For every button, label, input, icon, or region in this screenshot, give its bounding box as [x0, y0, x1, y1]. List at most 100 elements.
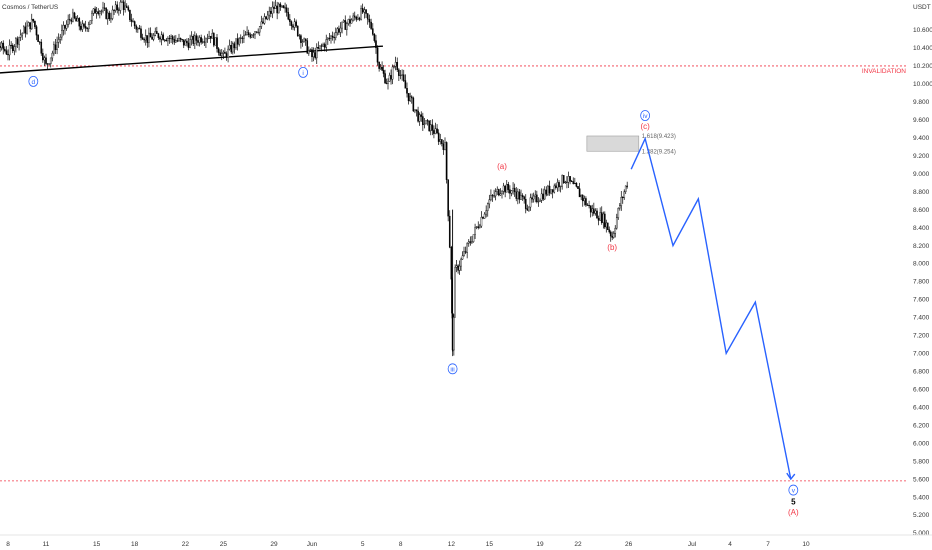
candle-body — [566, 181, 568, 183]
candle-body — [433, 130, 435, 134]
candle-body — [490, 195, 492, 200]
candle-body — [338, 28, 340, 33]
candle-body — [119, 1, 122, 11]
candle-body — [373, 34, 376, 41]
candle-body — [466, 243, 468, 253]
candle-body — [521, 195, 524, 198]
y-tick-label: 10.400 — [913, 45, 932, 52]
candle-body — [375, 40, 377, 49]
candle-body — [444, 142, 446, 150]
candle-body — [213, 33, 215, 46]
candle-body — [118, 9, 120, 11]
y-tick-label: 8.800 — [913, 189, 930, 196]
candle-body — [224, 51, 226, 54]
candle-body — [181, 39, 183, 41]
candle-body — [129, 9, 131, 21]
candle-body — [591, 208, 594, 213]
candle-body — [99, 11, 101, 14]
candle-body — [274, 5, 277, 9]
candle-body — [518, 191, 521, 200]
candle-body — [485, 210, 487, 215]
candle-body — [18, 37, 20, 45]
candle-body — [475, 226, 478, 228]
candle-body — [276, 5, 278, 14]
candle-body — [358, 17, 361, 20]
candle-body — [526, 208, 529, 211]
candle-body — [67, 19, 69, 25]
candle-body — [372, 28, 374, 35]
candle-body — [160, 34, 163, 40]
fib-box: 1.618(9.423) 1.382(9.254) — [586, 134, 676, 155]
candle-body — [504, 185, 506, 193]
candle-body — [7, 53, 9, 56]
candle-body — [45, 57, 47, 64]
candle-body — [437, 132, 440, 142]
candle-body — [524, 198, 527, 209]
candle-body — [441, 139, 443, 144]
candle-body — [357, 17, 359, 20]
candle-body — [390, 75, 392, 80]
forecast-arrowhead — [786, 472, 796, 481]
candle-body — [303, 38, 305, 42]
candle-body — [575, 183, 578, 187]
candle-body — [614, 227, 617, 234]
candle-body — [113, 9, 115, 11]
candle-body — [507, 184, 510, 190]
candle-body — [40, 41, 43, 54]
candle-body — [612, 233, 615, 238]
y-tick-label: 6.200 — [913, 422, 930, 429]
candle-body — [32, 18, 35, 22]
candle-body — [515, 191, 518, 199]
candle-body — [350, 19, 353, 24]
x-tick-label: 8 — [399, 541, 403, 548]
candle-body — [87, 24, 90, 30]
y-tick-label: 7.000 — [913, 351, 930, 358]
candle-body — [589, 205, 592, 213]
candle-body — [537, 201, 540, 203]
y-tick-label: 7.600 — [913, 297, 930, 304]
forecast-line — [630, 136, 792, 480]
x-tick-label: 22 — [182, 541, 190, 548]
candle-body — [472, 234, 475, 242]
candle-body — [529, 197, 532, 208]
candle-body — [570, 180, 573, 182]
candle-body — [122, 1, 125, 10]
x-tick-label: Jul — [688, 541, 697, 548]
candle-body — [505, 184, 508, 193]
candle-body — [406, 88, 408, 94]
candle-body — [608, 229, 611, 233]
candle-body — [176, 40, 179, 42]
candle-body — [184, 40, 187, 46]
candle-body — [619, 205, 621, 209]
candle-body — [8, 44, 11, 56]
candle-body — [11, 45, 14, 52]
candle-body — [588, 205, 590, 207]
candle-body — [381, 67, 383, 71]
candle-body — [577, 186, 579, 189]
candle-body — [46, 63, 49, 65]
candle-body — [15, 38, 17, 47]
candle-body — [455, 265, 458, 268]
candle-body — [361, 7, 364, 13]
candle-body — [482, 217, 484, 219]
candle-body — [72, 12, 74, 22]
y-tick-label: 6.800 — [913, 369, 930, 376]
candle-body — [59, 36, 62, 40]
candle-body — [353, 15, 356, 18]
candle-body — [593, 208, 595, 214]
candle-body — [148, 32, 150, 43]
candle-body — [42, 53, 44, 61]
candle-body — [23, 26, 25, 34]
candle-body — [545, 189, 548, 195]
candle-body — [532, 195, 535, 200]
candle-body — [241, 37, 244, 39]
candle-body — [141, 37, 144, 40]
candle-body — [29, 22, 31, 30]
candle-body — [562, 175, 565, 183]
candle-body — [322, 44, 324, 47]
y-tick-label: 8.400 — [913, 225, 930, 232]
candle-body — [64, 25, 66, 29]
candle-body — [19, 34, 22, 38]
candle-body — [251, 34, 253, 38]
candle-body — [228, 44, 231, 50]
